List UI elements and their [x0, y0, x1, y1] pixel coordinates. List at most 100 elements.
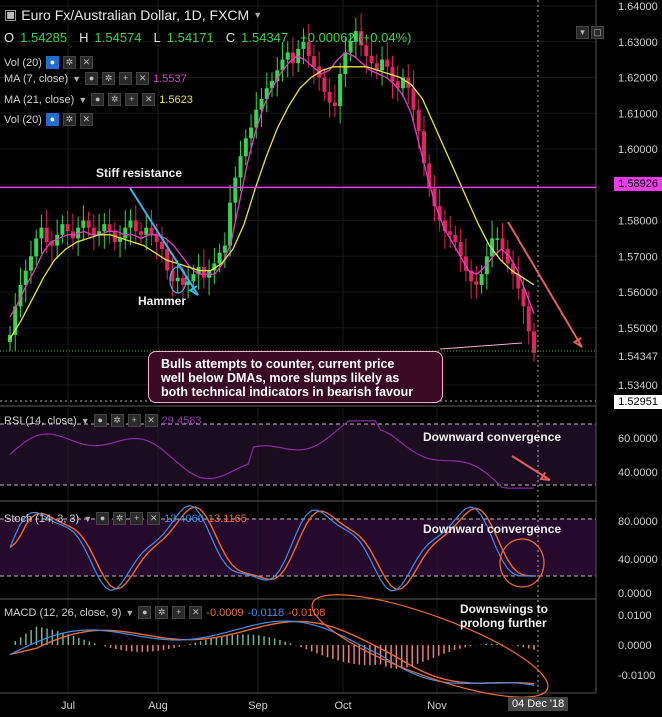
indicator-lines: [9, 51, 535, 686]
candle-body: [139, 231, 143, 235]
candle-body: [385, 59, 390, 67]
candle-body: [60, 224, 65, 235]
indicator-tick-label: 0.0000: [618, 640, 652, 652]
crosshair-price-tag: 1.52951: [614, 395, 662, 409]
candle-body: [296, 48, 301, 64]
y-tick-label: 1.56000: [618, 287, 658, 299]
chevron-down-icon[interactable]: ▼: [72, 73, 82, 84]
close-icon[interactable]: ✕: [142, 93, 156, 106]
candle-body: [254, 109, 259, 128]
eye-icon[interactable]: ●: [45, 56, 59, 69]
indicator-vol-1[interactable]: Vol (20) ● ✲ ✕: [4, 56, 93, 69]
candle-body: [55, 234, 60, 246]
stoch-d-line: [9, 506, 535, 591]
gear-icon[interactable]: ✲: [62, 56, 76, 69]
indicator-ma21[interactable]: MA (21, close) ▼ ● ✲ + ✕ 1.5623: [4, 93, 193, 106]
gear-icon[interactable]: ✲: [155, 606, 169, 619]
eye-icon[interactable]: ●: [45, 113, 59, 126]
candle-body: [39, 227, 44, 239]
gear-icon[interactable]: ✲: [110, 414, 124, 427]
eye-icon[interactable]: ●: [93, 414, 107, 427]
gear-icon[interactable]: ✲: [62, 113, 76, 126]
callout-pointer: [439, 342, 523, 350]
chevron-down-icon[interactable]: ▼: [125, 607, 135, 618]
chart-title[interactable]: ▣ Euro Fx/Australian Dollar, 1D, FXCM ▼: [4, 6, 262, 23]
high-value: 1.54574: [94, 30, 142, 45]
crosshair-date-tag: 04 Dec '18: [508, 697, 569, 711]
rsi-label: RSI (14, close): [4, 414, 77, 427]
callout-line-3: both technical indicators in bearish fav…: [161, 385, 414, 399]
gear-icon[interactable]: ✲: [108, 93, 122, 106]
candle-body: [332, 102, 337, 107]
candle-body: [264, 88, 269, 99]
x-tick-label: Aug: [148, 700, 168, 712]
ma7-value: 1.5537: [153, 72, 187, 85]
indicator-ma7[interactable]: MA (7, close) ▼ ● ✲ + ✕ 1.5537: [4, 72, 187, 85]
candle-body: [505, 249, 510, 264]
plus-icon[interactable]: +: [125, 93, 139, 106]
candle-body: [374, 63, 379, 71]
candle-body: [442, 220, 447, 232]
fullscreen-icon[interactable]: ▣: [4, 6, 18, 22]
high-label: H: [79, 30, 89, 45]
candle-body: [28, 256, 33, 271]
rsi-note: Downward convergence: [423, 430, 562, 444]
symbol-label: Euro Fx/Australian Dollar, 1D, FXCM: [21, 6, 250, 23]
candle-body: [186, 281, 191, 285]
gear-icon[interactable]: ✲: [102, 72, 116, 85]
indicator-tick-label: 40.0000: [618, 554, 658, 566]
maximize-icon[interactable]: ▢: [591, 26, 604, 39]
candle-body: [270, 81, 274, 89]
eye-icon[interactable]: ●: [85, 72, 99, 85]
indicator-rsi[interactable]: RSI (14, close) ▼ ● ✲ + ✕ 29.4583: [4, 414, 201, 427]
collapse-icon[interactable]: ▾: [576, 26, 589, 39]
chevron-down-icon[interactable]: ▼: [78, 94, 88, 105]
candle-body: [290, 52, 295, 64]
x-tick-label: Oct: [334, 700, 351, 712]
close-icon[interactable]: ✕: [79, 113, 93, 126]
indicator-vol-2[interactable]: Vol (20) ● ✲ ✕: [4, 113, 93, 126]
callout-line-1: Bulls attempts to counter, current price: [161, 357, 395, 371]
candles: [8, 13, 536, 362]
indicator-tick-label: 40.0000: [618, 467, 658, 479]
indicator-macd[interactable]: MACD (12, 26, close, 9) ▼ ● ✲ + ✕ -0.000…: [4, 606, 325, 619]
candle-body: [526, 306, 531, 332]
plus-icon[interactable]: +: [172, 606, 186, 619]
close-icon[interactable]: ✕: [147, 512, 161, 525]
candle-body: [469, 270, 474, 282]
y-tick-label: 1.60000: [618, 144, 658, 156]
candle-body: [233, 177, 238, 203]
eye-icon[interactable]: ●: [91, 93, 105, 106]
close-icon[interactable]: ✕: [136, 72, 150, 85]
x-tick-label: Sep: [248, 700, 268, 712]
chevron-down-icon[interactable]: ▼: [80, 415, 90, 426]
vol-label: Vol (20): [4, 113, 42, 126]
eye-icon[interactable]: ●: [138, 606, 152, 619]
stoch-label: Stoch (14, 3, 3): [4, 512, 80, 525]
chevron-down-icon[interactable]: ▼: [253, 9, 263, 20]
close-icon[interactable]: ✕: [79, 56, 93, 69]
candle-body: [390, 66, 395, 82]
candle-body: [217, 252, 222, 264]
plus-icon[interactable]: +: [127, 414, 141, 427]
indicator-stoch[interactable]: Stoch (14, 3, 3) ▼ ● ✲ + ✕ 13.4060 13.11…: [4, 512, 247, 525]
plus-icon[interactable]: +: [130, 512, 144, 525]
plus-icon[interactable]: +: [119, 72, 133, 85]
chevron-down-icon[interactable]: ▼: [83, 513, 93, 524]
candle-body: [102, 224, 107, 232]
candle-body: [411, 88, 416, 110]
rsi-line: [9, 420, 534, 489]
candle-body: [128, 220, 133, 228]
macd-value-3: -0.0108: [288, 606, 326, 619]
candle-body: [380, 59, 385, 71]
eye-icon[interactable]: ●: [96, 512, 110, 525]
gear-icon[interactable]: ✲: [113, 512, 127, 525]
candle-body: [280, 59, 285, 71]
y-tick-label: 1.53400: [618, 380, 658, 392]
rsi-down-arrow-head: [539, 471, 551, 481]
close-icon[interactable]: ✕: [189, 606, 203, 619]
macd-value-1: -0.0009: [206, 606, 244, 619]
low-value: 1.54171: [166, 30, 214, 45]
close-icon[interactable]: ✕: [144, 414, 158, 427]
ma21-line: [9, 66, 535, 339]
